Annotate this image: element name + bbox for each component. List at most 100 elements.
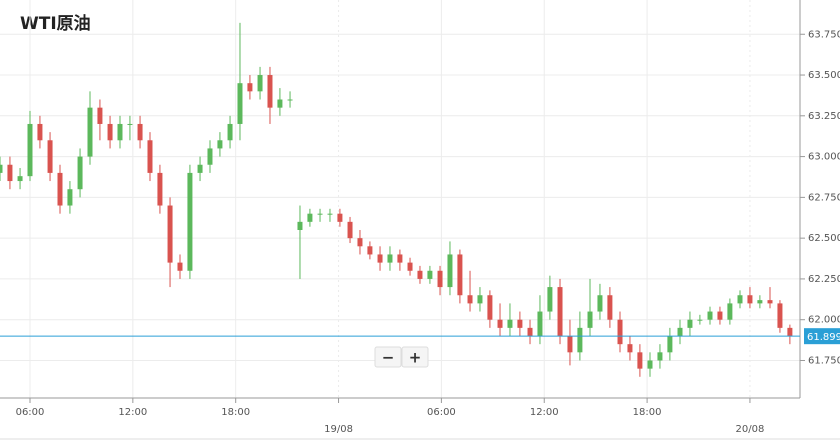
candle-body xyxy=(417,270,423,279)
candle-body xyxy=(257,75,263,92)
candle-body xyxy=(687,319,693,328)
candle-body xyxy=(677,327,683,337)
y-tick-label: 63.000 xyxy=(808,152,840,163)
current-price-label: 61.899 xyxy=(807,332,840,343)
candle-body xyxy=(267,75,273,108)
candle-body xyxy=(727,303,733,320)
candle-body xyxy=(77,156,83,190)
candle-body xyxy=(217,140,223,149)
zoom-out-box xyxy=(374,346,402,368)
zoom-controls: − + xyxy=(374,346,429,368)
candle-body xyxy=(427,270,433,279)
candle-body xyxy=(17,176,23,182)
candle-body xyxy=(277,99,283,108)
candle-body xyxy=(537,311,543,337)
candle-body xyxy=(757,300,763,304)
zoom-out-button[interactable]: − xyxy=(374,346,402,368)
candle-body xyxy=(707,311,713,320)
candle-body xyxy=(447,254,453,288)
candle-body xyxy=(47,140,53,173)
x-tick-label: 06:00 xyxy=(16,407,45,418)
candle-body xyxy=(137,123,143,141)
candle-body xyxy=(607,295,613,320)
candle-body xyxy=(397,254,403,263)
x-tick-label: 12:00 xyxy=(118,407,147,418)
candle-body xyxy=(197,164,203,173)
candle-body xyxy=(327,213,333,215)
candle-body xyxy=(247,83,253,92)
candle-body xyxy=(657,352,663,361)
candle-body xyxy=(117,123,123,141)
y-tick-label: 62.250 xyxy=(808,274,840,285)
candle-body xyxy=(67,189,73,206)
y-tick-label: 63.750 xyxy=(808,29,840,40)
zoom-in-button[interactable]: + xyxy=(401,346,429,368)
candle-body xyxy=(107,123,113,141)
candle-body xyxy=(337,213,343,222)
y-tick-label: 62.500 xyxy=(808,233,840,244)
candle-body xyxy=(507,319,513,328)
candle-body xyxy=(587,311,593,328)
candle-body xyxy=(317,213,323,215)
candle-body xyxy=(487,295,493,320)
x-tick-label: 18:00 xyxy=(633,407,662,418)
candle-body xyxy=(287,99,293,101)
candle-body xyxy=(307,213,313,222)
candle-body xyxy=(357,238,363,247)
candle-body xyxy=(567,336,573,353)
candle-body xyxy=(697,319,703,321)
chart-title: WTI原油 xyxy=(20,13,91,34)
y-tick-label: 62.750 xyxy=(808,192,840,203)
y-tick-label: 63.250 xyxy=(808,111,840,122)
candle-body xyxy=(787,327,793,337)
candle-body xyxy=(647,360,653,369)
candle-body xyxy=(597,295,603,312)
candle-body xyxy=(747,295,753,304)
current-price-box xyxy=(804,328,840,345)
x-tick-label: 12:00 xyxy=(530,407,559,418)
candle-body xyxy=(367,246,373,255)
zoom-in-box xyxy=(401,346,429,368)
y-tick-label: 61.750 xyxy=(808,355,840,366)
candle-body xyxy=(407,262,413,271)
candle-body xyxy=(717,311,723,320)
candle-body xyxy=(387,254,393,263)
x-tick-label: 18:00 xyxy=(221,407,250,418)
candle-body xyxy=(667,336,673,353)
candle-body xyxy=(7,164,13,182)
candle-body xyxy=(527,327,533,337)
candle-body xyxy=(227,123,233,141)
candle-body xyxy=(97,107,103,124)
x-tick-label: 06:00 xyxy=(427,407,456,418)
zoom-in-label: + xyxy=(409,349,422,367)
candle-body xyxy=(777,303,783,328)
candle-body xyxy=(377,254,383,263)
candle-body xyxy=(187,172,193,271)
candle-body xyxy=(617,319,623,345)
candle-body xyxy=(577,327,583,353)
candle-body xyxy=(207,148,213,165)
candle-body xyxy=(437,270,443,288)
candle-body xyxy=(637,352,643,369)
candle-body xyxy=(477,295,483,304)
candle-body xyxy=(467,295,473,304)
candle-body xyxy=(57,172,63,206)
candle-body xyxy=(627,344,633,353)
candle-body xyxy=(457,254,463,296)
zoom-out-label: − xyxy=(382,349,395,367)
y-tick-label: 62.000 xyxy=(808,315,840,326)
candle-body xyxy=(557,287,563,337)
candle-body xyxy=(547,287,553,312)
candle-body xyxy=(87,107,93,157)
candle-body xyxy=(0,164,3,173)
candle-body xyxy=(347,221,353,239)
candle-body xyxy=(127,123,133,125)
candle-body xyxy=(177,262,183,271)
candle-body xyxy=(517,319,523,328)
candle-body xyxy=(297,221,303,230)
candle-body xyxy=(27,123,33,177)
candle-body xyxy=(167,205,173,263)
candle-body xyxy=(37,123,43,141)
